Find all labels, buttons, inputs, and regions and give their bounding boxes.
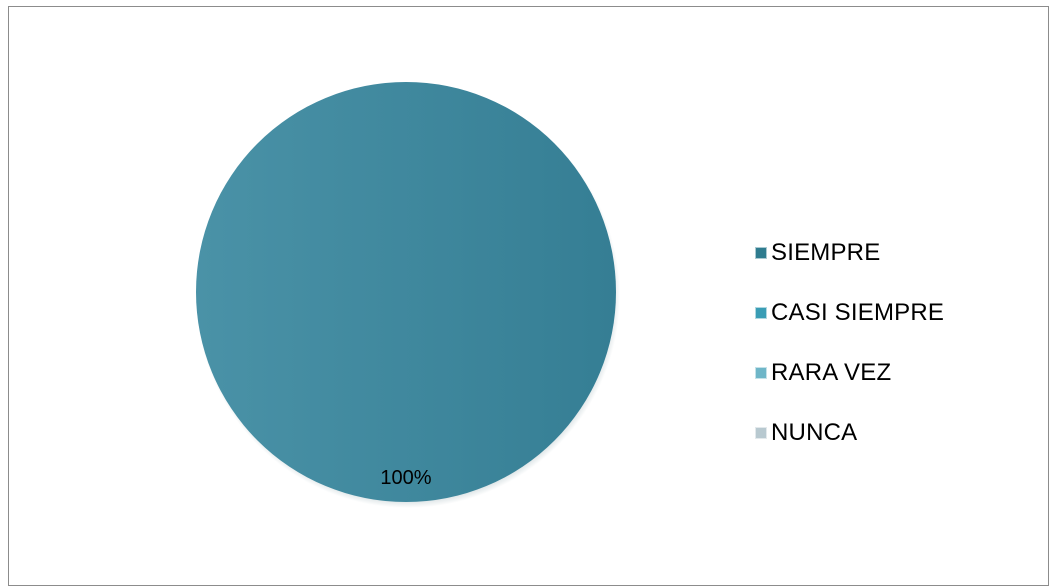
legend-label: RARA VEZ — [771, 359, 892, 386]
legend-label: NUNCA — [771, 419, 858, 446]
legend-item-rara-vez: RARA VEZ — [755, 343, 944, 403]
legend-label: SIEMPRE — [771, 239, 881, 266]
legend-swatch — [755, 427, 767, 439]
chart-area: 100% SIEMPRE CASI SIEMPRE RARA VEZ NUNCA — [8, 6, 1049, 586]
legend-swatch — [755, 247, 767, 259]
legend-swatch — [755, 307, 767, 319]
legend: SIEMPRE CASI SIEMPRE RARA VEZ NUNCA — [755, 223, 944, 463]
legend-label: CASI SIEMPRE — [771, 299, 945, 326]
pie-slice-siempre — [196, 82, 616, 502]
legend-item-siempre: SIEMPRE — [755, 223, 944, 283]
legend-swatch — [755, 367, 767, 379]
pie-chart: 100% — [196, 82, 620, 508]
data-label: 100% — [380, 467, 431, 489]
legend-item-nunca: NUNCA — [755, 403, 944, 463]
legend-item-casi-siempre: CASI SIEMPRE — [755, 283, 944, 343]
